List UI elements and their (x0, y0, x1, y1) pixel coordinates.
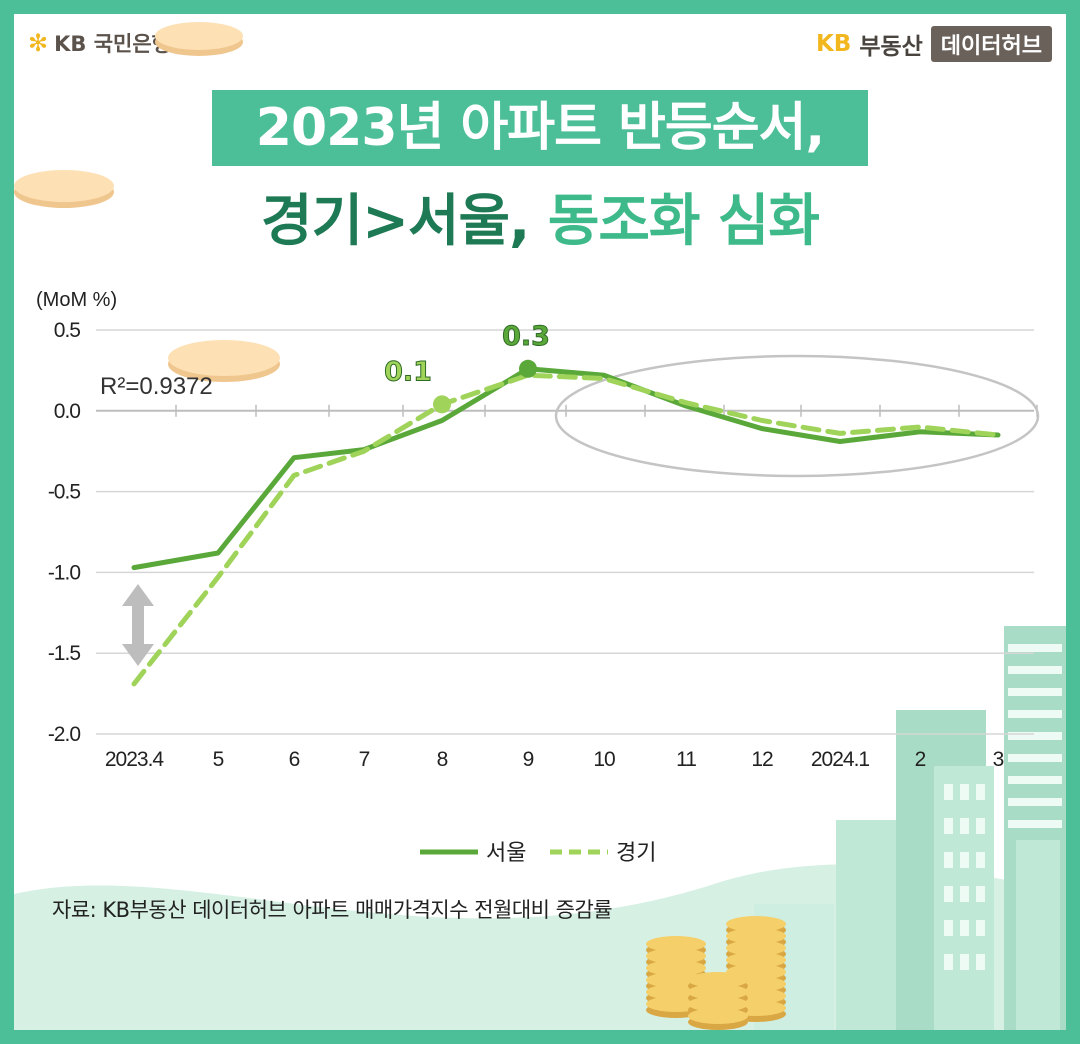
brand-hub: 데이터허브 (930, 26, 1052, 62)
building-window (944, 954, 953, 970)
y-tick-label: 0.0 (54, 400, 81, 423)
coin-stack-icon (646, 948, 706, 964)
coin-stack-icon (726, 928, 786, 944)
title-line-2: 경기>서울, 동조화 심화 (14, 176, 1066, 257)
highlight-marker (519, 359, 537, 378)
brand-kb: KB (815, 31, 852, 57)
building-window (960, 852, 969, 868)
y-tick-label: -1.0 (48, 561, 81, 584)
coin-stack-icon (688, 972, 748, 988)
series-line-0 (131, 366, 1001, 571)
r-squared-annotation: R²=0.9372 (100, 373, 213, 400)
building-window (960, 954, 969, 970)
building-window (944, 818, 953, 834)
title-line-2-dark: 경기>서울, (261, 189, 530, 254)
building-window (1008, 732, 1062, 740)
building-window (976, 818, 985, 834)
building-window (976, 954, 985, 970)
legend-label: 서울 (486, 841, 526, 866)
series-line-1 (131, 372, 1001, 687)
coin-stack-icon (726, 916, 786, 932)
x-tick-label: 6 (289, 748, 300, 771)
building-window (960, 920, 969, 936)
y-axis-label: (MoM %) (36, 289, 117, 311)
y-tick-label: -0.5 (48, 481, 81, 504)
building-window (976, 886, 985, 902)
legend-label: 경기 (616, 841, 656, 866)
x-tick-label: 11 (676, 748, 696, 771)
x-tick-label: 2024.1 (811, 748, 870, 771)
building-window (976, 784, 985, 800)
building-window (1008, 776, 1062, 784)
legend: 서울 경기 (420, 841, 656, 866)
building-window (944, 852, 953, 868)
source-note: 자료: KB부동산 데이터허브 아파트 매매가격지수 전월대비 증감률 (52, 898, 613, 922)
building-window (944, 784, 953, 800)
building-window (1008, 644, 1062, 652)
data-label: 0.1 (384, 356, 432, 387)
x-tick-label: 2023.4 (105, 748, 165, 771)
coin-stack-icon (726, 940, 786, 956)
y-tick-label: 0.5 (54, 319, 81, 342)
bank-logo: ✻ KB 국민은행 (28, 28, 171, 58)
coin-icon (155, 22, 243, 50)
kb-star-icon: ✻ (28, 29, 49, 57)
coin-stack-icon (646, 936, 706, 952)
x-tick-label: 3 (993, 748, 1004, 771)
highlight-ellipse (554, 354, 1040, 478)
building-window (976, 920, 985, 936)
building-icon (1016, 840, 1060, 1030)
data-label: 0.3 (502, 321, 550, 352)
building-window (1008, 688, 1062, 696)
title-line-1: 2023년 아파트 반등순서, (212, 90, 868, 166)
coin-stack-icon (726, 952, 786, 968)
y-tick-label: -1.5 (48, 642, 81, 665)
coin-stack-icon (688, 996, 748, 1012)
infographic-frame: ✻ KB 국민은행 KB 부동산 데이터허브 2023년 아파트 반등순서, 경… (14, 14, 1066, 1030)
gap-arrow-shape (122, 584, 154, 666)
building-window (1008, 710, 1062, 718)
brand-name: 부동산 (859, 34, 923, 60)
bank-brand-text: KB 국민은행 (54, 32, 171, 56)
building-window (944, 920, 953, 936)
building-window (944, 886, 953, 902)
building-window (976, 852, 985, 868)
gap-arrow-icon (122, 584, 154, 666)
building-window (1008, 820, 1062, 828)
decoration-layer (14, 22, 1066, 1030)
building-window (960, 784, 969, 800)
building-window (960, 886, 969, 902)
coin-stack-icon (688, 984, 748, 1000)
x-tick-label: 10 (593, 748, 615, 771)
building-window (1008, 666, 1062, 674)
x-tick-label: 12 (751, 748, 773, 771)
x-tick-label: 8 (437, 748, 448, 771)
y-tick-label: -2.0 (48, 723, 81, 746)
coin-stack-icon (646, 960, 706, 976)
building-window (1008, 798, 1062, 806)
highlight-marker (433, 395, 451, 414)
line-chart: (MoM %) 0.5 0.0 -0.5 -1.0 -1.5 -2.0 2023.4 5 6 7 8 9… (14, 22, 1066, 1030)
coin-icon (14, 170, 114, 202)
x-tick-label: 2 (915, 748, 926, 771)
title-line-2-light: 동조화 심화 (547, 189, 820, 254)
databub-logo: KB 부동산 데이터허브 (816, 26, 1052, 62)
x-tick-label: 9 (523, 748, 534, 771)
building-window (1008, 754, 1062, 762)
x-tick-label: 7 (359, 748, 370, 771)
coin-icon (168, 340, 280, 376)
x-tick-label: 5 (213, 748, 224, 771)
coin-stack-icon (688, 1008, 748, 1024)
building-window (960, 818, 969, 834)
